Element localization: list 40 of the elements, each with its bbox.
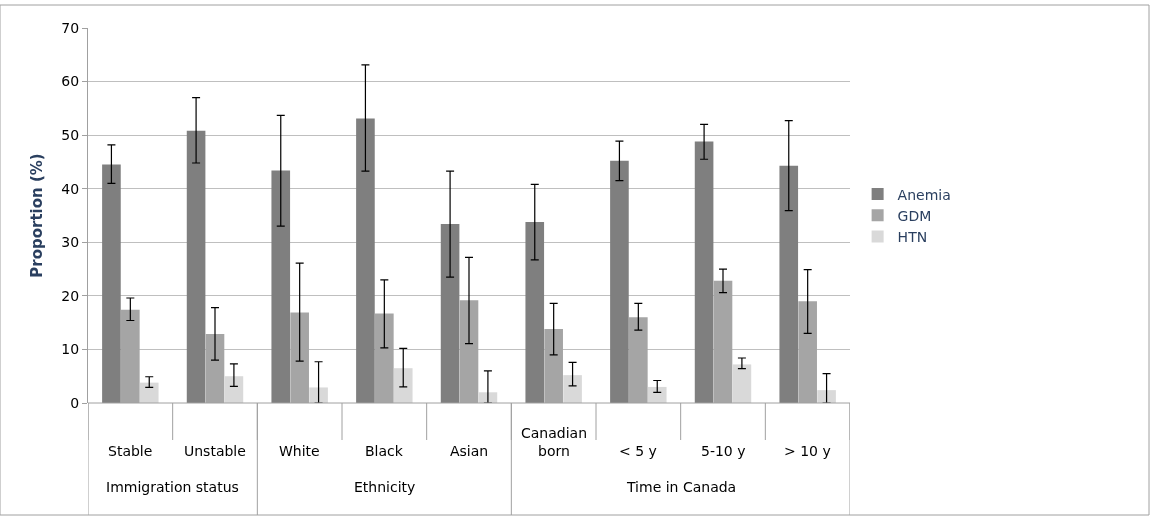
bar	[525, 221, 545, 403]
bar	[610, 160, 629, 403]
bar	[440, 224, 460, 403]
y-tick-label: 60	[61, 73, 80, 90]
text: Time in Canada	[626, 479, 737, 495]
y-tick-label: 50	[61, 127, 80, 144]
x-tick-label: < 5 y	[619, 443, 657, 459]
bar	[732, 364, 752, 403]
x-tick-label: Asian	[450, 443, 489, 459]
y-tick-label: 40	[61, 180, 80, 197]
bar	[309, 387, 328, 403]
bar	[139, 382, 159, 403]
bar	[356, 118, 375, 403]
bar	[779, 165, 799, 403]
text: Ethnicity	[354, 479, 416, 495]
legend-label: HTN	[897, 228, 928, 245]
x-tick-label: 5-10 y	[701, 443, 746, 459]
bar	[694, 141, 714, 403]
y-axis-title: Proportion (%)	[27, 153, 46, 278]
legend-label: GDM	[897, 207, 932, 224]
x-tick-label: > 10 y	[784, 443, 831, 459]
y-tick-label: 10	[61, 341, 80, 358]
bar	[102, 164, 121, 403]
bar	[647, 386, 667, 403]
x-tick-label: Black	[365, 443, 404, 459]
text: Immigration status	[106, 479, 239, 495]
bar	[563, 375, 582, 403]
x-tick-label: Unstable	[184, 443, 246, 459]
y-tick-label: 70	[61, 19, 80, 36]
y-tick-label: 30	[61, 234, 80, 251]
bar	[186, 130, 206, 403]
x-tick-label: Canadian born	[521, 425, 588, 460]
legend-label: Anemia	[897, 186, 951, 203]
y-tick-label: 0	[70, 394, 80, 411]
bar	[271, 170, 291, 403]
bar	[393, 368, 413, 403]
y-tick-label: 20	[61, 287, 80, 304]
bar	[817, 390, 836, 403]
x-tick-label: Stable	[108, 443, 153, 459]
x-tick-label: White	[279, 443, 320, 459]
